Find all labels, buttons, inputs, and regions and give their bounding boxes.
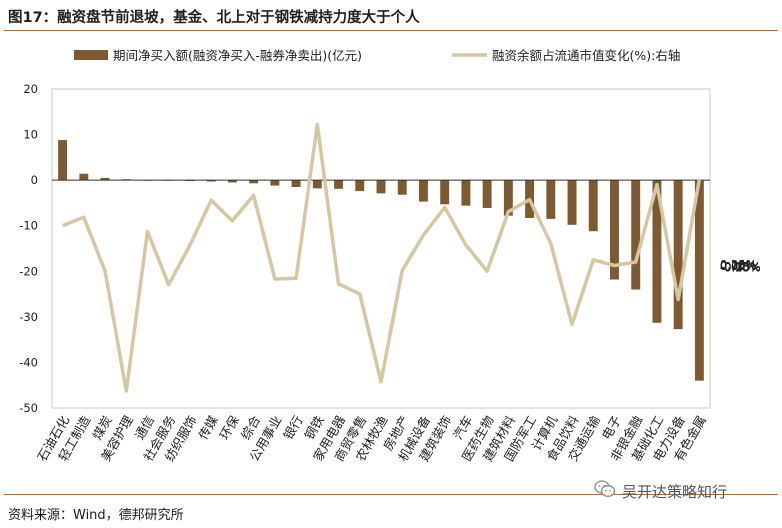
bar-计算机 <box>546 180 556 219</box>
bar-医药生物 <box>482 180 492 208</box>
title-rule <box>4 30 778 31</box>
bar-商贸零售 <box>355 180 365 192</box>
right-tick-label: -0.10% <box>720 260 761 274</box>
left-axis-ticks: 20 10 0 -10 -20 -30 -40 -50 <box>19 82 38 415</box>
bar-非银金融 <box>631 180 641 290</box>
bar-series <box>58 140 704 381</box>
bar-建筑装饰 <box>440 180 450 205</box>
right-tick-label: -0.15% <box>720 260 761 274</box>
right-tick-label: -0.20% <box>720 261 761 275</box>
left-tick-label: -20 <box>19 264 38 278</box>
line-series <box>61 122 702 393</box>
left-tick-label: 0 <box>31 173 38 187</box>
figure-title: 图17：融资盘节前退坡，基金、北上对于钢铁减持力度大于个人 <box>8 10 420 26</box>
right-tick-label: 0.20% <box>720 258 757 272</box>
bar-房地产 <box>397 180 407 195</box>
source-note: 资料来源：Wind，德邦研究所 <box>8 508 184 523</box>
legend: 期间净买入额(融资净买入-融券净卖出)(亿元) 融资余额占流通市值变化(%):右… <box>74 48 680 63</box>
right-tick-label: 0.25% <box>720 257 757 271</box>
chart: 期间净买入额(融资净买入-融券净卖出)(亿元) 融资余额占流通市值变化(%):右… <box>19 48 761 464</box>
bar-轻工制造 <box>79 173 89 181</box>
bar-家用电器 <box>334 180 344 189</box>
category-label: 银行 <box>280 413 305 442</box>
bar-钢铁 <box>312 180 322 189</box>
right-tick-label: 0.05% <box>720 259 757 273</box>
right-tick-label: 0.15% <box>720 258 757 272</box>
bar-食品饮料 <box>567 180 577 225</box>
bar-石油石化 <box>58 140 68 181</box>
category-label: 传媒 <box>195 413 221 443</box>
legend-bar-swatch <box>74 50 108 60</box>
bar-电力设备 <box>673 180 683 330</box>
left-tick-label: -40 <box>19 355 38 369</box>
legend-bar-label: 期间净买入额(融资净买入-融券净卖出)(亿元) <box>113 48 362 63</box>
right-tick-label: -0.05% <box>720 260 761 274</box>
bar-汽车 <box>461 180 471 206</box>
watermark-text: 吴开达策略知行 <box>622 482 728 501</box>
bar-机械设备 <box>418 180 428 202</box>
left-tick-label: 10 <box>23 128 38 142</box>
left-tick-label: 20 <box>23 82 38 96</box>
bar-公用事业 <box>270 180 280 186</box>
right-tick-label: 0.00% <box>720 259 757 273</box>
watermark: 吴开达策略知行 <box>594 480 727 502</box>
left-tick-label: -50 <box>19 401 38 415</box>
bar-基础化工 <box>652 180 662 323</box>
bar-环保 <box>227 180 237 183</box>
bar-银行 <box>291 180 301 187</box>
legend-line-label: 融资余额占流通市值变化(%):右轴 <box>492 48 680 63</box>
category-label: 环保 <box>217 413 243 443</box>
bar-传媒 <box>206 180 216 182</box>
bar-有色金属 <box>694 180 704 381</box>
bar-电子 <box>610 180 619 280</box>
bar-农林牧渔 <box>376 180 386 194</box>
plot-frame <box>51 88 711 409</box>
left-tick-label: -10 <box>19 219 38 233</box>
footer-rule <box>4 494 778 495</box>
bar-建筑材料 <box>503 180 513 216</box>
right-tick-label: 0.10% <box>720 259 757 273</box>
bar-综合 <box>249 180 259 184</box>
category-labels: 石油石化轻工制造煤炭美容护理通信社会服务纺织服饰传媒环保综合公用事业银行钢铁家用… <box>34 413 709 464</box>
bar-交通运输 <box>588 180 598 232</box>
wechat-icon <box>594 480 616 502</box>
right-axis-ticks: 0.25%0.20%0.15%0.10%0.05%0.00%-0.05%-0.1… <box>720 257 761 274</box>
left-tick-label: -30 <box>19 310 38 324</box>
bar-煤炭 <box>100 177 110 181</box>
